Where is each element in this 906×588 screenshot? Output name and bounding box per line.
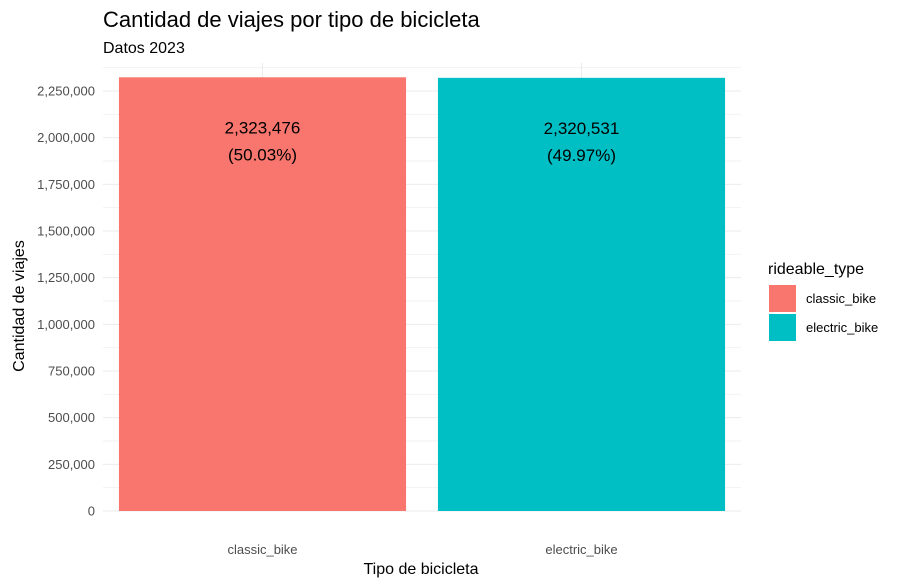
legend-title: rideable_type bbox=[768, 261, 864, 278]
y-tick-label: 1,750,000 bbox=[37, 177, 95, 192]
x-tick-label: electric_bike bbox=[545, 542, 617, 557]
y-tick-label: 2,250,000 bbox=[37, 84, 95, 99]
x-axis-title: Tipo de bicicleta bbox=[363, 561, 478, 578]
x-tick-label: classic_bike bbox=[227, 542, 297, 557]
chart-title: Cantidad de viajes por tipo de bicicleta bbox=[103, 7, 480, 32]
legend-swatch bbox=[769, 285, 796, 312]
y-tick-label: 1,000,000 bbox=[37, 317, 95, 332]
legend-label: classic_bike bbox=[806, 291, 876, 306]
y-tick-label: 2,000,000 bbox=[37, 130, 95, 145]
bar-value-label: 2,320,531 bbox=[544, 119, 620, 138]
y-tick-label: 1,500,000 bbox=[37, 224, 95, 239]
x-axis: classic_bike electric_bike bbox=[227, 542, 617, 557]
bar-value-label: 2,323,476 bbox=[225, 118, 301, 137]
y-tick-label: 750,000 bbox=[48, 364, 95, 379]
legend-swatch bbox=[769, 314, 796, 341]
bar-percent-label: (49.97%) bbox=[547, 146, 616, 165]
legend-label: electric_bike bbox=[806, 320, 878, 335]
legend-items: classic_bike electric_bike bbox=[769, 285, 878, 341]
y-tick-label: 250,000 bbox=[48, 457, 95, 472]
bar-labels: 2,323,476 (50.03%) 2,320,531 (49.97%) bbox=[225, 118, 620, 165]
bars bbox=[118, 77, 726, 511]
chart-subtitle: Datos 2023 bbox=[103, 40, 185, 57]
legend: rideable_type classic_bike electric_bike bbox=[768, 261, 878, 341]
y-tick-label: 500,000 bbox=[48, 410, 95, 425]
y-tick-label: 1,250,000 bbox=[37, 270, 95, 285]
y-axis-title: Cantidad de viajes bbox=[11, 240, 28, 372]
bar-classic_bike bbox=[118, 77, 407, 511]
y-axis: 0 250,000 500,000 750,000 1,000,000 1,250,000… bbox=[37, 84, 95, 519]
y-tick-label: 0 bbox=[88, 504, 95, 519]
bar-percent-label: (50.03%) bbox=[228, 145, 297, 164]
bar-electric_bike bbox=[437, 77, 726, 511]
